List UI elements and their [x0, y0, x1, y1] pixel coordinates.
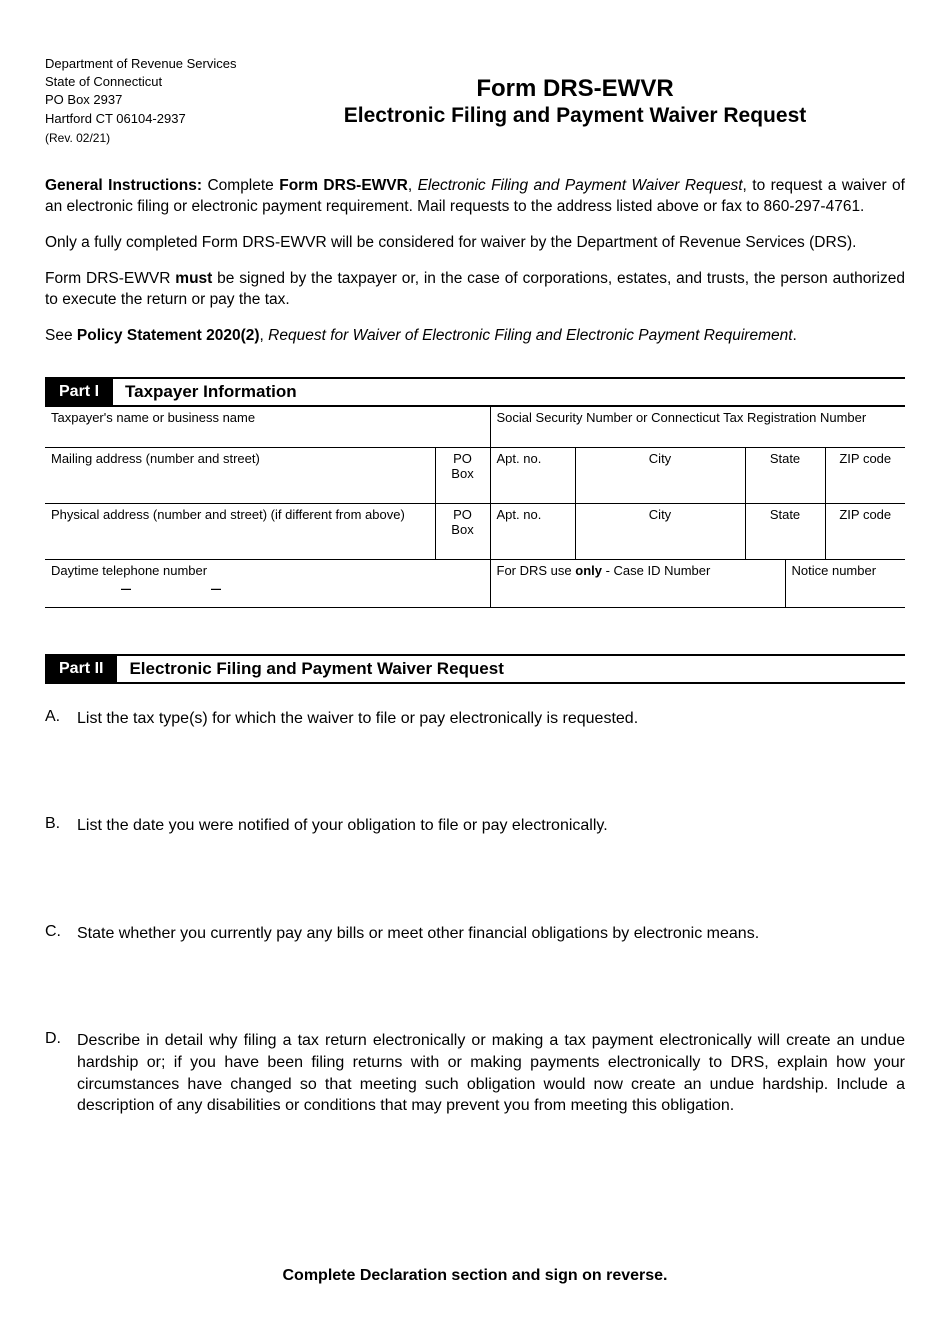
general-instructions: General Instructions: Complete Form DRS-…: [45, 175, 905, 347]
question-a-text: List the tax type(s) for which the waive…: [77, 708, 905, 730]
form-subtitle: Electronic Filing and Payment Waiver Req…: [245, 104, 905, 128]
mailing-zip-field[interactable]: ZIP code: [825, 447, 905, 503]
physical-apt-field[interactable]: Apt. no.: [490, 503, 575, 559]
question-b: B. List the date you were notified of yo…: [45, 815, 905, 837]
question-list: A. List the tax type(s) for which the wa…: [45, 708, 905, 1117]
question-c-letter: C.: [45, 923, 77, 945]
ssn-field[interactable]: Social Security Number or Connecticut Ta…: [490, 407, 905, 448]
physical-state-field[interactable]: State: [745, 503, 825, 559]
rev-date: (Rev. 02/21): [45, 130, 245, 147]
instructions-p1: General Instructions: Complete Form DRS-…: [45, 175, 905, 218]
part1-title: Taxpayer Information: [113, 382, 297, 402]
form-title: Form DRS-EWVR: [245, 73, 905, 104]
mailing-city-field[interactable]: City: [575, 447, 745, 503]
part1-header: Part I Taxpayer Information: [45, 377, 905, 407]
question-a-letter: A.: [45, 708, 77, 730]
question-d-text: Describe in detail why filing a tax retu…: [77, 1030, 905, 1116]
mailing-state-field[interactable]: State: [745, 447, 825, 503]
physical-address-field[interactable]: Physical address (number and street) (if…: [45, 503, 435, 559]
part2-header: Part II Electronic Filing and Payment Wa…: [45, 654, 905, 684]
question-d: D. Describe in detail why filing a tax r…: [45, 1030, 905, 1116]
physical-zip-field[interactable]: ZIP code: [825, 503, 905, 559]
question-c-text: State whether you currently pay any bill…: [77, 923, 905, 945]
dept-line-3: PO Box 2937: [45, 91, 245, 109]
dept-line-4: Hartford CT 06104-2937: [45, 110, 245, 128]
case-id-field: For DRS use only - Case ID Number: [490, 559, 785, 607]
physical-pobox-field[interactable]: PO Box: [435, 503, 490, 559]
notice-number-field: Notice number: [785, 559, 905, 607]
instructions-bold-2: Form DRS-EWVR: [279, 177, 408, 194]
question-b-letter: B.: [45, 815, 77, 837]
question-c: C. State whether you currently pay any b…: [45, 923, 905, 945]
part2-label: Part II: [45, 656, 117, 682]
mailing-address-field[interactable]: Mailing address (number and street): [45, 447, 435, 503]
name-field[interactable]: Taxpayer's name or business name: [45, 407, 490, 448]
dept-line-2: State of Connecticut: [45, 73, 245, 91]
part1-label: Part I: [45, 379, 113, 405]
dept-line-1: Department of Revenue Services: [45, 55, 245, 73]
instructions-italic-1: Electronic Filing and Payment Waiver Req…: [418, 177, 743, 194]
mailing-pobox-field[interactable]: PO Box: [435, 447, 490, 503]
question-d-letter: D.: [45, 1030, 77, 1116]
part2-container: Part II Electronic Filing and Payment Wa…: [45, 654, 905, 1117]
part2-title: Electronic Filing and Payment Waiver Req…: [117, 659, 503, 679]
header-section: Department of Revenue Services State of …: [45, 55, 905, 147]
question-b-text: List the date you were notified of your …: [77, 815, 905, 837]
mailing-apt-field[interactable]: Apt. no.: [490, 447, 575, 503]
instructions-p2: Only a fully completed Form DRS-EWVR wil…: [45, 232, 905, 254]
physical-city-field[interactable]: City: [575, 503, 745, 559]
instructions-p3: Form DRS-EWVR must be signed by the taxp…: [45, 268, 905, 311]
phone-dashes: – –: [51, 578, 484, 599]
footer-instruction: Complete Declaration section and sign on…: [45, 1267, 905, 1285]
header-title-block: Form DRS-EWVR Electronic Filing and Paym…: [245, 55, 905, 147]
taxpayer-info-table: Taxpayer's name or business name Social …: [45, 407, 905, 608]
question-a: A. List the tax type(s) for which the wa…: [45, 708, 905, 730]
phone-field[interactable]: Daytime telephone number – –: [45, 559, 490, 607]
header-address: Department of Revenue Services State of …: [45, 55, 245, 147]
instructions-p4: See Policy Statement 2020(2), Request fo…: [45, 325, 905, 347]
instructions-bold-1: General Instructions:: [45, 177, 202, 194]
